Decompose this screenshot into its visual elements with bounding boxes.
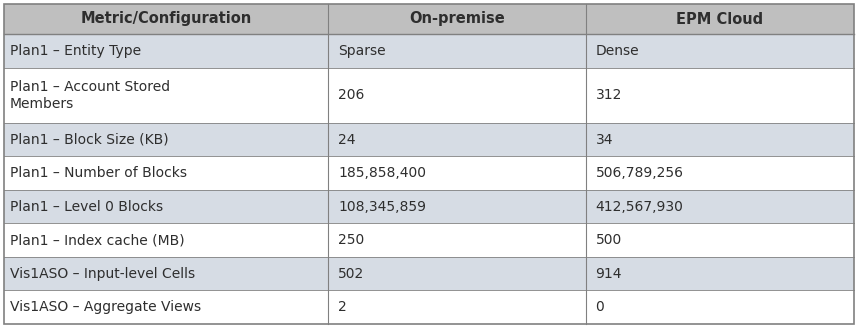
Text: 185,858,400: 185,858,400 — [338, 166, 426, 180]
Text: Plan1 – Block Size (KB): Plan1 – Block Size (KB) — [10, 133, 169, 147]
Bar — [4, 34, 854, 68]
Text: 0: 0 — [595, 300, 604, 314]
Text: Vis1ASO – Aggregate Views: Vis1ASO – Aggregate Views — [10, 300, 201, 314]
Text: 108,345,859: 108,345,859 — [338, 200, 426, 214]
Text: 412,567,930: 412,567,930 — [595, 200, 684, 214]
Text: 914: 914 — [595, 267, 622, 281]
Text: Plan1 – Entity Type: Plan1 – Entity Type — [10, 44, 141, 58]
Bar — [4, 4, 854, 34]
Bar — [4, 68, 854, 123]
Text: 506,789,256: 506,789,256 — [595, 166, 684, 180]
Text: Vis1ASO – Input-level Cells: Vis1ASO – Input-level Cells — [10, 267, 195, 281]
Text: Plan1 – Number of Blocks: Plan1 – Number of Blocks — [10, 166, 187, 180]
Text: 34: 34 — [595, 133, 613, 147]
Text: Plan1 – Index cache (MB): Plan1 – Index cache (MB) — [10, 233, 184, 247]
Text: Sparse: Sparse — [338, 44, 386, 58]
Bar — [4, 123, 854, 156]
Text: 502: 502 — [338, 267, 365, 281]
Text: 206: 206 — [338, 88, 365, 102]
Text: Metric/Configuration: Metric/Configuration — [81, 11, 251, 27]
Text: Dense: Dense — [595, 44, 639, 58]
Text: EPM Cloud: EPM Cloud — [676, 11, 764, 27]
Bar — [4, 257, 854, 291]
Bar — [4, 291, 854, 324]
Bar — [4, 190, 854, 223]
Text: 312: 312 — [595, 88, 622, 102]
Text: Plan1 – Level 0 Blocks: Plan1 – Level 0 Blocks — [10, 200, 163, 214]
Bar — [4, 223, 854, 257]
Text: 250: 250 — [338, 233, 365, 247]
Text: 500: 500 — [595, 233, 622, 247]
Text: Plan1 – Account Stored
Members: Plan1 – Account Stored Members — [10, 79, 170, 111]
Text: 2: 2 — [338, 300, 347, 314]
Bar — [4, 156, 854, 190]
Text: On-premise: On-premise — [409, 11, 505, 27]
Text: 24: 24 — [338, 133, 356, 147]
